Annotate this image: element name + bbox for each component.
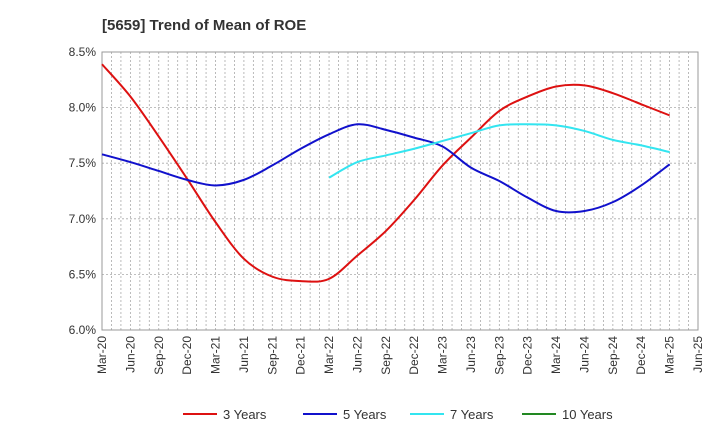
plot-area-frame: [101, 51, 699, 331]
y-tick-label: 8.0%: [69, 101, 97, 115]
x-tick-label: Jun-25: [691, 336, 705, 373]
y-tick-label: 6.5%: [69, 267, 97, 281]
legend-label-5-years: 5 Years: [343, 407, 387, 422]
chart-title: [5659] Trend of Mean of ROE: [102, 17, 306, 34]
legend-label-7-years: 7 Years: [450, 407, 494, 422]
x-tick-label: Jun-23: [464, 336, 478, 373]
x-tick-label: Mar-24: [549, 336, 563, 374]
x-tick-label: Dec-20: [180, 336, 194, 375]
x-tick-label: Jun-20: [123, 336, 137, 373]
x-tick-label: Mar-22: [322, 336, 336, 374]
series-lines: [101, 63, 671, 283]
x-tick-label: Sep-23: [492, 336, 506, 375]
x-tick-label: Mar-25: [663, 336, 677, 374]
x-tick-label: Dec-24: [634, 336, 648, 375]
x-tick-label: Sep-21: [265, 336, 279, 375]
series-line-7-years: [328, 123, 670, 179]
x-tick-label: Sep-20: [152, 336, 166, 375]
x-axis-ticks: Mar-20 Jun-20 Sep-20 Dec-20 Mar-21 Jun-21 Sep-…: [95, 336, 705, 375]
x-tick-label: Dec-21: [294, 336, 308, 375]
x-tick-label: Dec-23: [521, 336, 535, 375]
series-line-5-years: [101, 123, 671, 214]
x-tick-label: Jun-21: [237, 336, 251, 373]
x-tick-label: Jun-22: [350, 336, 364, 373]
x-tick-label: Jun-24: [577, 336, 591, 373]
x-tick-label: Mar-20: [95, 336, 109, 374]
legend-label-10-years: 10 Years: [562, 407, 613, 422]
x-tick-label: Mar-21: [209, 336, 223, 374]
legend-label-3-years: 3 Years: [223, 407, 267, 422]
y-axis-ticks: 6.0% 6.5% 7.0% 7.5% 8.0% 8.5%: [69, 45, 97, 337]
legend: 3 Years 5 Years 7 Years 10 Years: [183, 407, 613, 422]
y-tick-label: 7.0%: [69, 212, 97, 226]
y-tick-label: 8.5%: [69, 45, 97, 59]
grid: [102, 52, 698, 330]
x-tick-label: Mar-23: [436, 336, 450, 374]
x-tick-label: Dec-22: [407, 336, 421, 375]
x-tick-label: Sep-22: [379, 336, 393, 375]
y-tick-label: 7.5%: [69, 156, 97, 170]
x-tick-label: Sep-24: [606, 336, 620, 375]
series-line-3-years: [101, 63, 670, 283]
y-tick-label: 6.0%: [69, 323, 97, 337]
